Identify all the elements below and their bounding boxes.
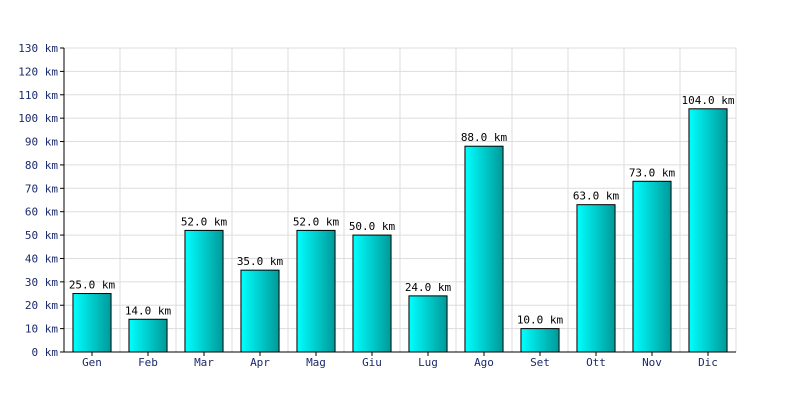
bar-apr <box>240 269 280 353</box>
bar-dic <box>688 108 728 353</box>
data-label-ott: 63.0 km <box>573 190 620 203</box>
bar-feb <box>128 318 168 353</box>
data-label-dic: 104.0 km <box>682 94 735 107</box>
x-tick-label-feb: Feb <box>138 356 158 369</box>
x-tick-label-ago: Ago <box>474 356 494 369</box>
y-tick-label: 40 km <box>25 252 58 265</box>
data-label-ago: 88.0 km <box>461 131 508 144</box>
bar-lug <box>408 295 448 353</box>
y-tick-label: 20 km <box>25 299 58 312</box>
x-tick-label-dic: Dic <box>698 356 718 369</box>
y-tick-label: 60 km <box>25 206 58 219</box>
y-tick-label: 110 km <box>18 89 58 102</box>
y-tick-label: 130 km <box>18 42 58 55</box>
bar-ott <box>576 204 616 353</box>
x-tick-label-giu: Giu <box>362 356 382 369</box>
bar-giu <box>352 234 392 353</box>
y-tick-label: 0 km <box>32 346 59 359</box>
y-tick-label: 80 km <box>25 159 58 172</box>
bar-nov <box>632 180 672 353</box>
x-tick-label-mar: Mar <box>194 356 214 369</box>
data-label-giu: 50.0 km <box>349 220 396 233</box>
labels: 0 km 10 km 20 km 30 km 40 km 50 km 60 km 70 km 8… <box>18 42 735 369</box>
x-tick-label-nov: Nov <box>642 356 662 369</box>
data-label-apr: 35.0 km <box>237 255 284 268</box>
y-tick-label: 10 km <box>25 323 58 336</box>
bar-mag <box>296 229 336 353</box>
x-tick-label-mag: Mag <box>306 356 326 369</box>
x-tick-label-apr: Apr <box>250 356 270 369</box>
y-tick-label: 90 km <box>25 136 58 149</box>
bar-mar <box>184 229 224 353</box>
x-tick-label-lug: Lug <box>418 356 438 369</box>
data-label-mag: 52.0 km <box>293 215 340 228</box>
y-tick-label: 30 km <box>25 276 58 289</box>
axes <box>60 47 736 356</box>
y-tick-label: 50 km <box>25 229 58 242</box>
x-tick-label-gen: Gen <box>82 356 102 369</box>
bars <box>72 108 728 353</box>
x-tick-label-ott: Ott <box>586 356 606 369</box>
bar-gen <box>72 293 112 353</box>
y-tick-label: 70 km <box>25 182 58 195</box>
data-label-nov: 73.0 km <box>629 166 676 179</box>
x-tick-label-set: Set <box>530 356 550 369</box>
bar-set <box>520 328 560 353</box>
y-tick-label: 100 km <box>18 112 58 125</box>
data-label-feb: 14.0 km <box>125 304 172 317</box>
y-tick-label: 120 km <box>18 65 58 78</box>
data-label-lug: 24.0 km <box>405 281 452 294</box>
data-label-mar: 52.0 km <box>181 215 228 228</box>
grid <box>63 47 737 353</box>
bar-ago <box>464 145 504 353</box>
data-label-gen: 25.0 km <box>69 279 116 292</box>
data-label-set: 10.0 km <box>517 314 564 327</box>
